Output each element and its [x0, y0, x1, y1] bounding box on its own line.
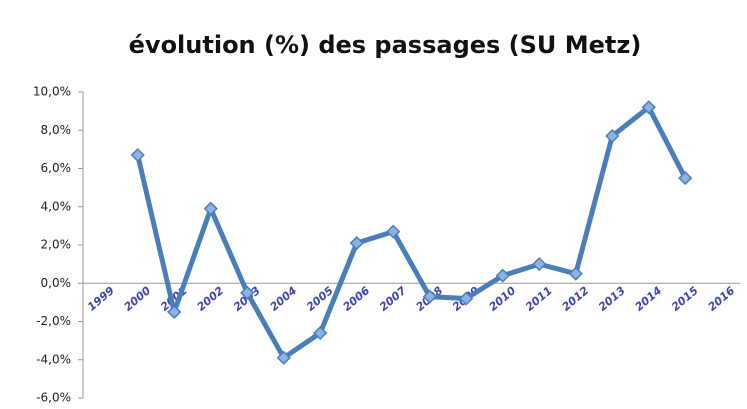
marker — [130, 148, 145, 163]
x-tick-label: 2007 — [377, 284, 409, 314]
x-tick-label: 2004 — [268, 284, 300, 314]
marker — [605, 128, 620, 144]
marker — [203, 201, 218, 216]
x-tick-label: 2010 — [487, 284, 519, 314]
marker — [386, 224, 401, 239]
x-tick-label: 2012 — [560, 284, 592, 314]
marker — [532, 257, 547, 272]
marker — [422, 289, 437, 304]
y-tick-label: 10,0% — [33, 85, 71, 99]
line — [135, 104, 688, 361]
marker — [568, 266, 583, 281]
y-tick-label: -4,0% — [36, 352, 71, 366]
y-tick-label: 8,0% — [41, 123, 72, 137]
marker — [678, 171, 693, 186]
x-tick-label: 2013 — [596, 284, 628, 314]
x-tick-label: 2002 — [195, 284, 227, 314]
y-tick-label: -2,0% — [36, 314, 71, 328]
x-tick-label: 2000 — [122, 284, 154, 314]
y-tick-label: 2,0% — [41, 238, 72, 252]
marker — [276, 350, 291, 365]
chart-title: évolution (%) des passages (SU Metz) — [129, 31, 642, 59]
marker — [313, 325, 328, 341]
y-tick-label: -6,0% — [36, 391, 71, 405]
x-tick-label: 1999 — [85, 284, 117, 314]
x-tick-label: 2011 — [523, 284, 555, 314]
marker — [167, 304, 182, 319]
x-tick-label: 2016 — [706, 284, 738, 314]
marker — [459, 291, 474, 306]
y-tick-label: 4,0% — [41, 199, 72, 213]
x-tick-label: 2014 — [633, 284, 665, 314]
marker — [641, 100, 656, 115]
marker — [240, 285, 255, 300]
y-tick-label: 0,0% — [41, 276, 72, 290]
marker — [495, 268, 510, 283]
y-tick-label: 6,0% — [41, 161, 72, 175]
x-tick-label: 2006 — [341, 284, 373, 314]
x-tick-label: 2015 — [669, 284, 701, 314]
marker — [349, 236, 364, 251]
